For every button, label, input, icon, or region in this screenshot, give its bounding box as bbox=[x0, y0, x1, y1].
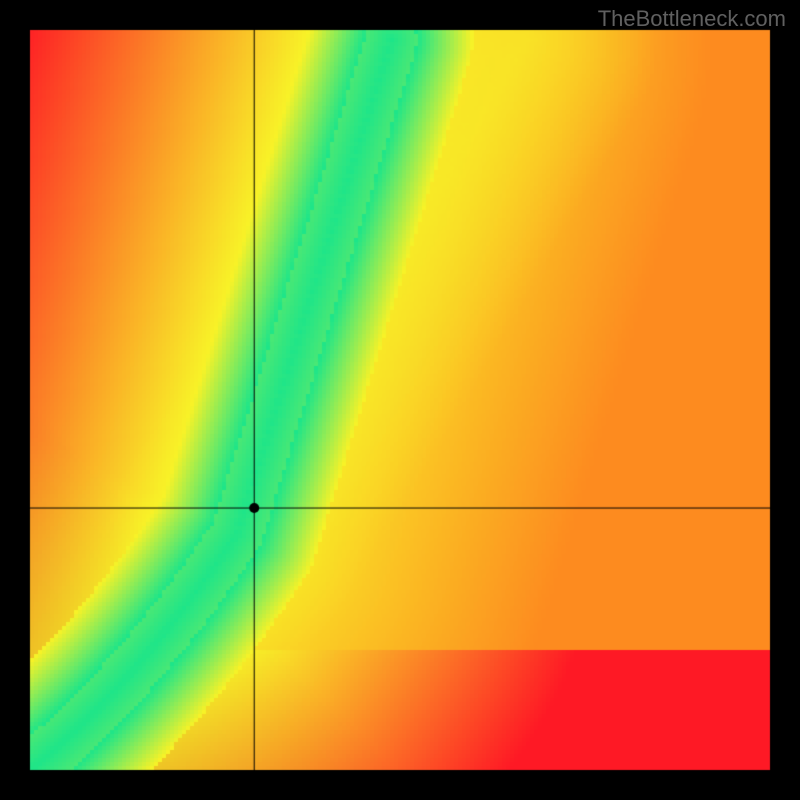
heatmap-canvas bbox=[0, 0, 800, 800]
chart-container: TheBottleneck.com bbox=[0, 0, 800, 800]
watermark-text: TheBottleneck.com bbox=[598, 6, 786, 32]
